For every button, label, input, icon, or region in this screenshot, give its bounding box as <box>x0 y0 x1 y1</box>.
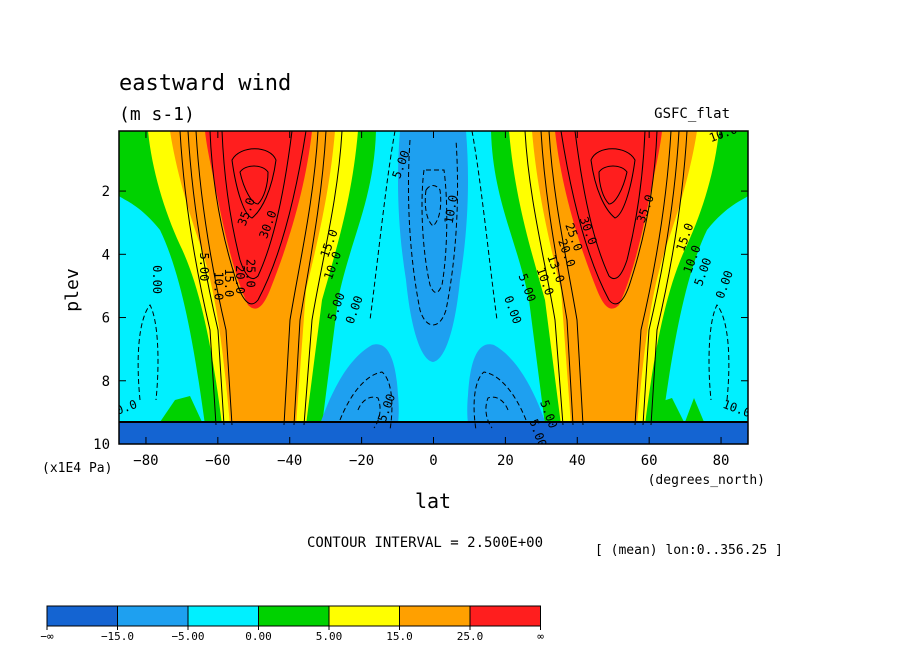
contour-line <box>598 165 628 205</box>
colorbar-label: −5.00 <box>171 630 204 643</box>
contour-line <box>634 131 672 426</box>
y-axis-units: (x1E4 Pa) <box>42 461 112 476</box>
colorbar-swatch <box>46 605 118 627</box>
x-tick-label: 80 <box>713 453 730 469</box>
contour-line <box>540 131 574 426</box>
surface-band <box>119 422 748 444</box>
x-tick-label: 60 <box>641 453 658 469</box>
contour-label: 15.0 <box>222 268 236 297</box>
colorbar-swatch <box>187 605 259 627</box>
colorbar-swatch <box>258 605 330 627</box>
contour-line <box>293 131 327 426</box>
tropical-easterly-low-nh <box>467 344 556 444</box>
contour-label: 0.00 <box>150 265 164 294</box>
contour-line <box>574 131 646 280</box>
chart-title: eastward wind <box>119 71 291 96</box>
tropical-easterly-low-sh <box>310 344 399 444</box>
x-tick-label: 20 <box>497 453 514 469</box>
contour-line <box>231 148 277 219</box>
colorbar-label: −∞ <box>40 630 54 643</box>
chart-units: (m s-1) <box>119 104 195 125</box>
contour-line <box>195 131 233 426</box>
x-tick-label: −40 <box>277 453 302 469</box>
contour-interval: CONTOUR INTERVAL = 2.500E+00 <box>307 535 543 551</box>
contour-lines <box>179 131 688 426</box>
contour-line <box>239 165 269 205</box>
dashed-contours <box>137 131 730 431</box>
contour-line <box>548 131 584 426</box>
contour-line <box>650 131 688 426</box>
contour-line <box>560 131 658 305</box>
contour-line <box>642 131 680 426</box>
colorbar-label: 15.0 <box>386 630 413 643</box>
colorbar-label: −15.0 <box>101 630 134 643</box>
x-tick-label: −60 <box>205 453 230 469</box>
contour-labels: 35.030.015.010.05.000.005.000.00 10.015.0… <box>119 131 748 444</box>
contour-line <box>221 131 293 280</box>
colorbar-swatch <box>399 605 471 627</box>
dashed-contour <box>473 371 527 431</box>
contour-line <box>187 131 225 426</box>
colorbar-label: 5.00 <box>316 630 343 643</box>
x-tick-label: 0 <box>429 453 437 469</box>
contour-field: 35.030.015.010.05.000.005.000.00 10.015.0… <box>119 131 748 444</box>
y-tick-label: 10 <box>93 437 110 453</box>
dashed-contour <box>421 169 448 293</box>
contour-line <box>179 131 217 426</box>
dashed-contour <box>357 396 381 429</box>
tropical-easterly-upper <box>398 131 468 362</box>
contour-line <box>209 131 307 305</box>
colorbar-label: 25.0 <box>457 630 484 643</box>
dashed-contour <box>708 304 730 401</box>
colorbar-swatch <box>469 605 541 627</box>
source-label: GSFC_flat <box>654 106 730 122</box>
x-axis-ticks: −80 −60 −40 −20 0 20 40 60 80 <box>133 131 729 469</box>
y-axis-ticks: 2 4 6 8 10 <box>93 184 748 453</box>
contour-label: 10.0 <box>211 271 225 300</box>
contour-line <box>524 131 564 426</box>
x-axis-units: (degrees_north) <box>648 473 765 488</box>
x-tick-label: −20 <box>349 453 374 469</box>
colorbar: −∞ −15.0 −5.00 0.00 5.00 15.0 25.0 ∞ <box>40 605 544 643</box>
y-tick-label: 2 <box>102 184 110 200</box>
dashed-contour <box>369 131 396 321</box>
dashed-contour <box>339 371 393 431</box>
colorbar-label: 0.00 <box>245 630 272 643</box>
y-tick-label: 6 <box>102 311 110 327</box>
mean-info: [ (mean) lon:0..356.25 ] <box>595 543 783 558</box>
colorbar-swatch <box>328 605 400 627</box>
colorbar-label: ∞ <box>537 630 544 643</box>
contour-label: 20.0 <box>233 265 247 294</box>
contour-label: 5.00 <box>197 252 211 281</box>
contour-label: 10.0 <box>442 194 461 225</box>
contour-line <box>303 131 343 426</box>
dashed-contour <box>424 185 442 227</box>
contour-line <box>590 148 636 219</box>
contour-line <box>283 131 319 426</box>
x-tick-label: 40 <box>569 453 586 469</box>
dashed-contour <box>485 396 509 429</box>
y-tick-label: 4 <box>102 247 110 263</box>
surface-ridges <box>160 396 704 422</box>
x-axis-label: lat <box>415 489 451 513</box>
y-axis-label: plev <box>62 268 83 311</box>
dashed-contour <box>471 131 498 321</box>
contour-label: 25.0 <box>244 259 258 288</box>
colorbar-swatch <box>117 605 189 627</box>
dashed-contour <box>137 304 159 401</box>
dashed-contour <box>407 139 459 326</box>
x-tick-label: −80 <box>133 453 158 469</box>
y-tick-label: 8 <box>102 374 110 390</box>
